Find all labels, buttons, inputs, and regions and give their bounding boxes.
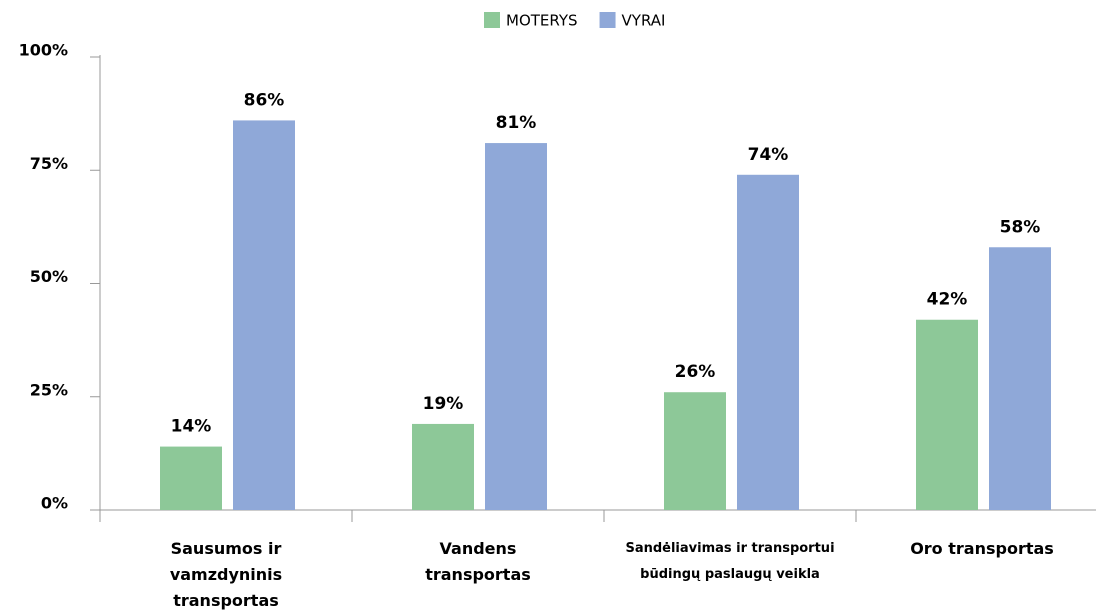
value-label: 74% (748, 145, 789, 165)
y-tick-label: 0% (41, 494, 68, 513)
y-tick-label: 50% (30, 267, 68, 286)
y-tick-label: 100% (19, 41, 68, 60)
value-label: 26% (675, 362, 716, 382)
bar (989, 247, 1051, 510)
bar (485, 143, 547, 510)
x-tick-label: Vandens transportas (425, 539, 531, 584)
x-tick-label: Oro transportas (910, 539, 1054, 558)
bar (412, 423, 474, 510)
x-tick-label: Sandėliavimas ir transportui būdingų pas… (625, 541, 835, 582)
bar (664, 392, 726, 510)
legend-label: VYRAI (622, 12, 666, 30)
bar (233, 120, 295, 511)
legend-swatch (484, 12, 500, 28)
value-label: 58% (1000, 217, 1041, 237)
y-tick-label: 25% (30, 380, 68, 399)
value-label: 14% (171, 417, 212, 437)
bar (737, 174, 799, 510)
value-label: 86% (244, 90, 285, 110)
value-label: 19% (423, 394, 464, 414)
x-tick-label: Sausumos ir vamzdyninis transportas (169, 539, 283, 610)
y-tick-label: 75% (30, 154, 68, 173)
value-label: 42% (927, 290, 968, 310)
legend-label: MOTERYS (506, 12, 578, 30)
bar (916, 319, 978, 510)
value-label: 81% (496, 113, 537, 133)
legend-swatch (599, 12, 616, 28)
bar (160, 446, 222, 510)
